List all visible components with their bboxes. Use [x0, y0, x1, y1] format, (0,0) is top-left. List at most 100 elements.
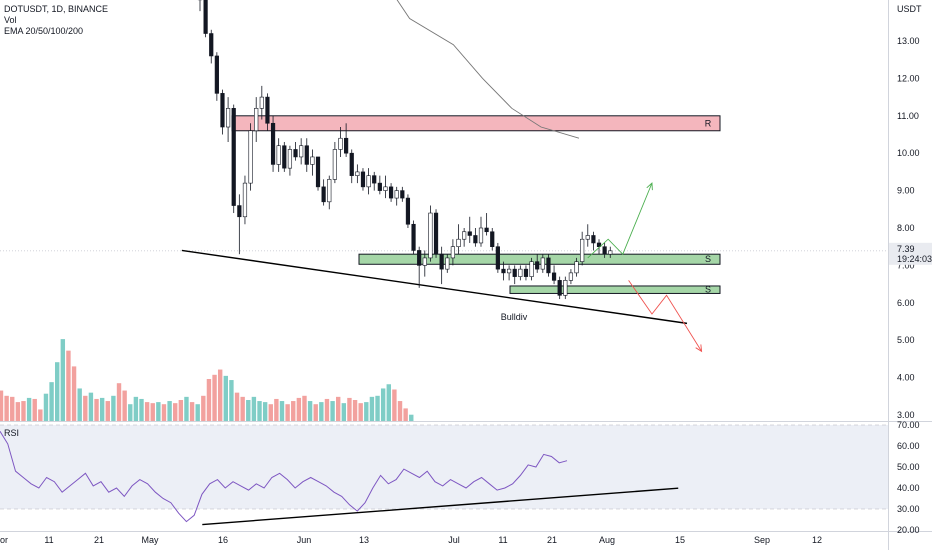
volume-bar	[111, 395, 116, 421]
candle-body	[242, 182, 248, 218]
candle-body	[231, 108, 236, 206]
volume-bar	[285, 404, 290, 421]
candle-body	[259, 96, 264, 109]
volume-bar	[364, 402, 369, 421]
time-tick-label: 12	[812, 535, 822, 545]
candle-body	[422, 257, 427, 266]
volume-bar	[380, 388, 386, 421]
volume-bar	[116, 383, 122, 421]
rsi-tick-label: 20.00	[897, 525, 920, 535]
time-tick-label: 11	[498, 535, 507, 545]
symbol-label[interactable]: DOTUSDT, 1D, BINANCE	[4, 4, 109, 14]
candle-body	[394, 190, 399, 199]
rsi-tick-label: 60.00	[897, 441, 920, 451]
candle-body	[563, 280, 568, 296]
candle-body	[602, 246, 607, 255]
candle-body	[529, 261, 534, 277]
volume-bar	[268, 404, 273, 421]
volume-bar	[43, 393, 49, 421]
candle-body	[433, 212, 439, 255]
price-tick-label: 6.00	[897, 298, 915, 308]
candle-body	[388, 186, 394, 199]
volume-bar	[291, 401, 296, 421]
candle-body	[355, 171, 360, 176]
volume-bar	[369, 396, 375, 421]
volume-bar	[167, 401, 172, 421]
candle-body	[523, 268, 529, 277]
time-tick-label: Jun	[297, 535, 312, 545]
candle-body	[478, 227, 484, 244]
candle-body	[226, 108, 231, 128]
candle-body	[282, 145, 287, 169]
candle-body	[506, 268, 512, 274]
volume-bar	[49, 382, 54, 421]
price-tick-label: 12.00	[897, 73, 920, 83]
candle-body	[287, 149, 293, 169]
volume-bar	[257, 401, 262, 421]
volume-bar	[71, 366, 77, 421]
volume-bar	[302, 395, 307, 421]
rsi-tick-label: 70.00	[897, 420, 920, 430]
volume-bar	[77, 388, 82, 421]
candle-body	[417, 250, 422, 266]
projection-path[interactable]	[587, 182, 653, 259]
time-tick-label: 16	[218, 535, 228, 545]
volume-bar	[206, 379, 212, 421]
volume-bar	[386, 384, 391, 421]
candle-body	[568, 272, 574, 281]
volume-bar	[358, 403, 363, 421]
time-tick-label: Aug	[599, 535, 615, 545]
zone-box[interactable]	[231, 115, 721, 132]
volume-bar	[330, 401, 335, 421]
time-tick-label: or	[0, 535, 8, 545]
candle-body	[220, 93, 225, 128]
volume-bar	[128, 404, 133, 421]
rsi-tick-label: 30.00	[897, 504, 920, 514]
candle-body	[372, 175, 377, 184]
candle-body	[608, 250, 613, 255]
candle-body	[535, 261, 540, 270]
volume-bar	[336, 396, 341, 421]
candle-body	[327, 179, 332, 203]
rsi-line	[0, 431, 568, 523]
volume-bar	[21, 401, 26, 421]
price-tick-label: 11.00	[897, 111, 919, 121]
price-tick-label: 8.00	[897, 223, 915, 233]
volume-bar	[352, 400, 358, 421]
volume-bar	[99, 397, 105, 421]
price-tick-label: 9.00	[897, 186, 915, 196]
candle-body	[360, 171, 366, 188]
volume-bar	[105, 401, 110, 421]
candle-body	[349, 152, 354, 176]
zone-label: S	[705, 285, 711, 295]
volume-bar	[4, 395, 9, 421]
candle-body	[490, 231, 495, 248]
candle-body	[518, 268, 523, 277]
zone-box[interactable]	[509, 285, 721, 294]
zone-box[interactable]	[358, 253, 721, 265]
candle-body	[557, 280, 562, 296]
volume-bar	[38, 409, 43, 421]
rsi-tick-label: 40.00	[897, 483, 920, 493]
ema-label[interactable]: EMA 20/50/100/200	[4, 26, 84, 36]
support-trendline[interactable]	[181, 249, 688, 325]
volume-bar	[251, 396, 257, 421]
candle-body	[332, 149, 337, 180]
candle-body	[546, 257, 551, 274]
candle-body	[366, 175, 371, 188]
time-tick-label: 13	[359, 535, 369, 545]
time-tick-label: 15	[675, 535, 685, 545]
volume-label[interactable]: Vol	[4, 15, 17, 25]
volume-bar	[189, 402, 195, 421]
volume-bar	[375, 395, 380, 421]
current-price-tag[interactable]	[889, 242, 932, 265]
candle-body	[338, 137, 343, 150]
candle-body	[254, 108, 259, 132]
projection-path[interactable]	[628, 280, 702, 352]
time-tick-label: Sep	[754, 535, 770, 545]
volume-bar	[195, 404, 200, 421]
rsi-label[interactable]: RSI	[4, 428, 20, 438]
time-tick-label: 21	[94, 535, 104, 545]
rsi-trendline[interactable]	[202, 487, 679, 526]
